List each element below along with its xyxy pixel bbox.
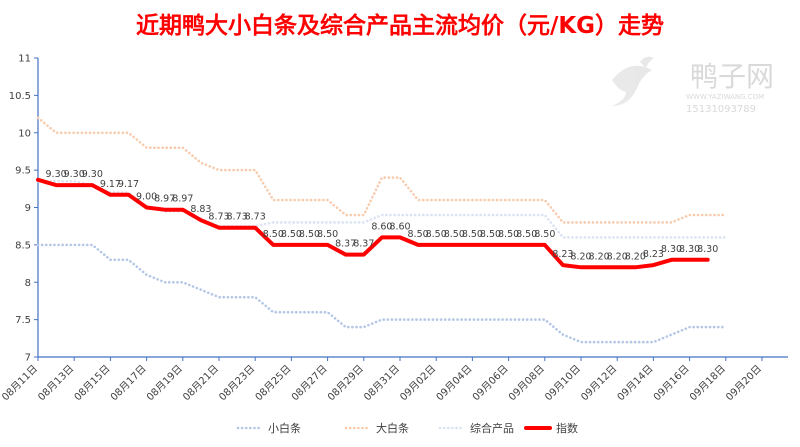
chart-title: 近期鸭大小白条及综合产品主流均价（元/KG）走势 [135, 13, 665, 39]
data-label: 8.30 [697, 244, 718, 255]
series-line-small [36, 243, 728, 344]
data-label: 8.60 [371, 221, 392, 232]
y-tick-label: 8 [25, 278, 31, 289]
x-tick-label: 08月15日 [72, 363, 113, 404]
y-tick-label: 10 [18, 128, 31, 139]
x-tick-label: 09月02日 [398, 363, 439, 404]
x-tick-label: 08月13日 [36, 363, 77, 404]
x-tick-label: 09月06日 [470, 363, 511, 404]
data-label: 9.17 [118, 179, 139, 190]
x-tick-label: 09月04日 [434, 363, 475, 404]
x-tick-label: 08月21日 [180, 363, 221, 404]
watermark-text: 鸭子网 [690, 60, 774, 93]
x-tick-label: 08月17日 [108, 363, 149, 404]
data-label: 8.37 [353, 239, 374, 250]
x-tick-label: 08月19日 [144, 363, 185, 404]
data-label: 8.20 [570, 251, 591, 262]
y-tick-label: 9 [25, 203, 31, 214]
data-label: 8.37 [335, 239, 356, 250]
x-tick-label: 08月27日 [289, 363, 330, 404]
data-label: 8.23 [552, 249, 573, 260]
data-label: 8.50 [516, 229, 537, 240]
series-layer [36, 116, 728, 344]
legend-label: 指数 [556, 421, 578, 435]
data-label: 9.00 [136, 192, 157, 203]
watermark-phone: 15131093789 [686, 104, 756, 115]
x-tick-label: 09月14日 [615, 363, 656, 404]
data-label: 9.30 [46, 169, 67, 180]
x-tick-label: 08月11日 [0, 363, 40, 404]
data-label: 8.50 [317, 229, 338, 240]
data-label: 8.50 [444, 229, 465, 240]
data-label: 9.30 [82, 169, 103, 180]
data-label: 9.17 [100, 179, 121, 190]
data-label: 8.20 [589, 251, 610, 262]
y-tick-label: 7 [25, 353, 31, 364]
data-label: 8.20 [607, 251, 628, 262]
data-label: 8.50 [426, 229, 447, 240]
series-line-big [36, 116, 728, 224]
data-label: 8.23 [643, 249, 664, 260]
duck-logo-icon [612, 56, 654, 106]
data-label: 8.73 [227, 212, 248, 223]
x-tick-label: 09月12日 [579, 363, 620, 404]
data-label: 8.73 [208, 212, 229, 223]
x-tick-label: 09月08日 [506, 363, 547, 404]
x-tick-label: 08月29日 [325, 363, 366, 404]
y-tick-label: 8.5 [15, 240, 31, 251]
data-label: 8.50 [263, 229, 284, 240]
y-tick-label: 10.5 [9, 91, 31, 102]
watermark-url: WWW.YAZIWANG.COM [686, 93, 764, 101]
data-label: 8.50 [299, 229, 320, 240]
legend: 小白条 大白条 综合产品 指数 [236, 421, 578, 435]
data-label: 8.50 [534, 229, 555, 240]
data-labels: 9.309.309.309.179.179.008.978.978.838.73… [46, 169, 719, 262]
data-label: 8.73 [245, 212, 266, 223]
data-label: 8.97 [172, 194, 193, 205]
y-tick-label: 7.5 [15, 315, 31, 326]
legend-label: 大白条 [376, 421, 409, 435]
data-label: 8.50 [480, 229, 501, 240]
x-tick-label: 09月16日 [651, 363, 692, 404]
data-label: 8.50 [462, 229, 483, 240]
data-label: 8.60 [389, 221, 410, 232]
data-label: 8.50 [281, 229, 302, 240]
watermark-logo: 鸭子网 WWW.YAZIWANG.COM 15131093789 [612, 56, 774, 115]
data-label: 8.50 [498, 229, 519, 240]
legend-label: 小白条 [268, 421, 301, 435]
data-label: 8.20 [625, 251, 646, 262]
data-label: 8.50 [408, 229, 429, 240]
x-tick-label: 09月10日 [542, 363, 583, 404]
x-tick-label: 08月25日 [253, 363, 294, 404]
x-tick-label: 08月23日 [217, 363, 258, 404]
legend-label: 综合产品 [470, 421, 514, 435]
data-label: 8.97 [154, 194, 175, 205]
x-tick-label: 08月31日 [361, 363, 402, 404]
data-label: 8.83 [190, 204, 211, 215]
x-tick-label: 09月20日 [723, 363, 764, 404]
series-line-index [36, 177, 710, 270]
y-tick-label: 9.5 [15, 166, 31, 177]
data-label: 9.30 [64, 169, 85, 180]
data-label: 8.30 [679, 244, 700, 255]
y-tick-label: 11 [18, 54, 31, 65]
data-label: 8.30 [661, 244, 682, 255]
x-tick-label: 09月18日 [687, 363, 728, 404]
